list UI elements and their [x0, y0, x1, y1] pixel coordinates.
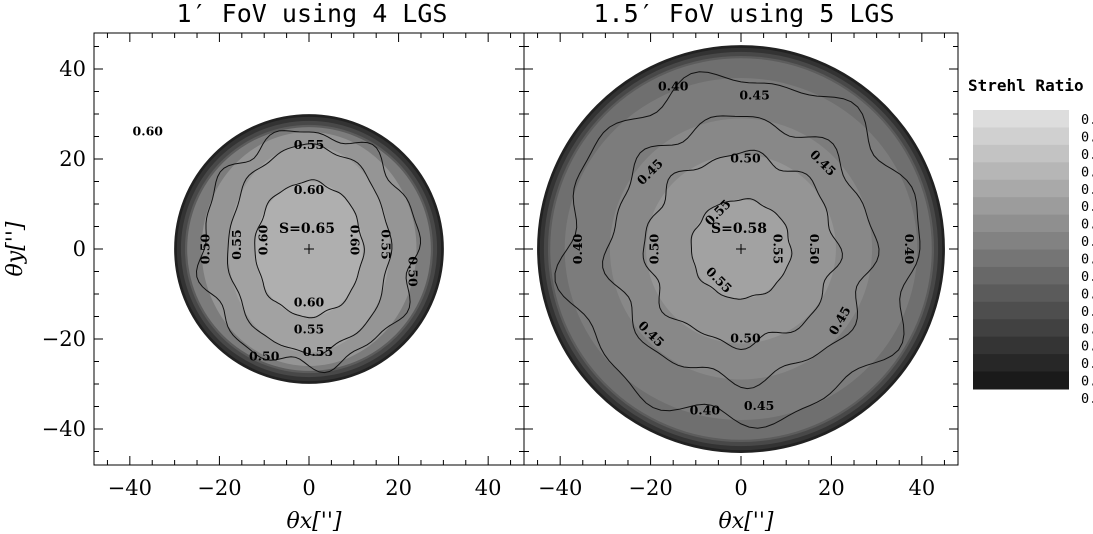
contour-label: 0.40: [658, 79, 689, 94]
panel-title: 1.5′ FoV using 5 LGS: [593, 0, 894, 28]
contour-label: 0.60: [256, 224, 271, 255]
colorbar-swatch: [973, 110, 1069, 128]
contour-label: 0.50: [730, 151, 761, 166]
x-tick-label: −40: [538, 476, 582, 500]
colorbar-tick-label: 0.45: [1081, 234, 1093, 250]
colorbar-swatch: [973, 232, 1069, 250]
center-marker-icon: [736, 244, 746, 254]
colorbar-swatch: [973, 284, 1069, 303]
outer-contour-label: 0.60: [133, 124, 164, 139]
colorbar-swatch: [973, 144, 1069, 163]
x-tick-label: 0: [302, 476, 315, 500]
contour-label: 0.55: [229, 229, 244, 259]
x-tick-label: 20: [385, 476, 412, 500]
x-tick-label: −40: [108, 476, 152, 500]
colorbar-tick-label: 0.40: [1081, 252, 1093, 268]
colorbar-tick-label: 0.80: [1081, 112, 1093, 128]
colorbar-tick-label: 0.65: [1081, 164, 1093, 180]
contour-label: 0.50: [730, 331, 761, 346]
panel-title: 1′ FoV using 4 LGS: [177, 0, 448, 28]
colorbar-tick-label: 0.05: [1081, 374, 1093, 390]
colorbar-swatch: [973, 301, 1069, 320]
contour-line-0.45: [602, 115, 880, 390]
y-tick-label: −20: [42, 327, 86, 351]
x-tick-label: −20: [197, 476, 241, 500]
contour-label: 0.45: [744, 398, 774, 413]
colorbar-tick-label: 0.55: [1081, 199, 1093, 215]
y-tick-label: −40: [42, 417, 86, 441]
contour-label: 0.45: [739, 88, 769, 103]
colorbar-title: Strehl Ratio: [968, 76, 1084, 95]
center-strehl-label: S=0.58: [711, 221, 767, 237]
x-axis-title: θx['']: [719, 509, 774, 534]
colorbar-tick-label: 0.20: [1081, 321, 1093, 337]
contour-label: 0.50: [406, 256, 421, 287]
colorbar-tick-label: 0.70: [1081, 147, 1093, 163]
contour-label: 0.50: [197, 233, 212, 264]
contour-label: 0.55: [771, 234, 786, 264]
colorbar-swatch: [973, 371, 1069, 390]
colorbar-tick-label: 0.00: [1081, 391, 1093, 407]
colorbar-tick-label: 0.10: [1081, 356, 1093, 372]
center-strehl-label: S=0.65: [279, 221, 335, 237]
colorbar-tick-label: 0.60: [1081, 182, 1093, 198]
colorbar-swatch: [973, 197, 1069, 216]
colorbar-swatch: [973, 354, 1069, 373]
contour-line-0.50: [195, 130, 422, 374]
colorbar-swatch: [973, 127, 1069, 146]
contour-label: 0.60: [294, 182, 325, 197]
x-tick-label: 0: [734, 476, 747, 500]
contour-label: 0.55: [303, 344, 333, 359]
colorbar-tick-label: 0.15: [1081, 339, 1093, 355]
contour-label: 0.40: [902, 234, 917, 265]
x-tick-label: 20: [818, 476, 845, 500]
colorbar-swatch: [973, 249, 1069, 268]
x-tick-label: 40: [908, 476, 935, 500]
contour-line-0.60: [254, 179, 365, 319]
contour-label: 0.50: [807, 234, 822, 265]
y-tick-label: 40: [59, 57, 86, 81]
contour-line-0.50: [642, 149, 843, 351]
x-axis-title: θx['']: [287, 509, 342, 534]
colorbar-swatch: [973, 319, 1069, 338]
colorbar-swatch: [973, 336, 1069, 355]
colorbar-tick-label: 0.75: [1081, 129, 1093, 145]
colorbar-tick-label: 0.35: [1081, 269, 1093, 285]
y-axis-title: θy['']: [3, 221, 28, 276]
panel-2: 0.400.450.500.45 0.450.550.550.550.50 0.50…: [523, 0, 959, 534]
fov-boundary: [174, 114, 444, 384]
panel-1: 0.55 0.60 0.60 0.55 0.50 0.55 0.60 0.60 0.55 0.55…: [3, 0, 525, 534]
contour-label: 0.55: [294, 137, 324, 152]
center-marker-icon: [304, 244, 314, 254]
contour-label: 0.40: [570, 233, 585, 264]
y-tick-label: 0: [73, 237, 86, 261]
contour-label: 0.60: [347, 225, 362, 256]
contour-label: 0.60: [294, 295, 325, 310]
colorbar: Strehl Ratio 0.800.75 0.700.65 0.600.55 0.50…: [968, 76, 1093, 407]
colorbar-swatch: [973, 266, 1069, 285]
contour-label: 0.50: [249, 349, 280, 364]
contour-label: 0.55: [379, 229, 394, 259]
contour-line-0.55: [690, 198, 793, 300]
contour-label: 0.40: [690, 403, 721, 418]
contour-line-0.55: [227, 143, 393, 356]
contour-line-0.40: [554, 71, 921, 429]
colorbar-tick-label: 0.25: [1081, 304, 1093, 320]
x-tick-label: −20: [628, 476, 672, 500]
colorbar-swatch: [973, 162, 1069, 181]
colorbar-swatch: [973, 179, 1069, 198]
x-tick-label: 40: [475, 476, 502, 500]
colorbar-swatch: [973, 214, 1069, 233]
fov-boundary: [537, 45, 945, 453]
colorbar-tick-label: 0.30: [1081, 286, 1093, 302]
contour-label: 0.55: [294, 322, 324, 337]
colorbar-tick-label: 0.50: [1081, 217, 1093, 233]
y-tick-label: 20: [59, 147, 86, 171]
contour-label: 0.50: [647, 233, 662, 264]
